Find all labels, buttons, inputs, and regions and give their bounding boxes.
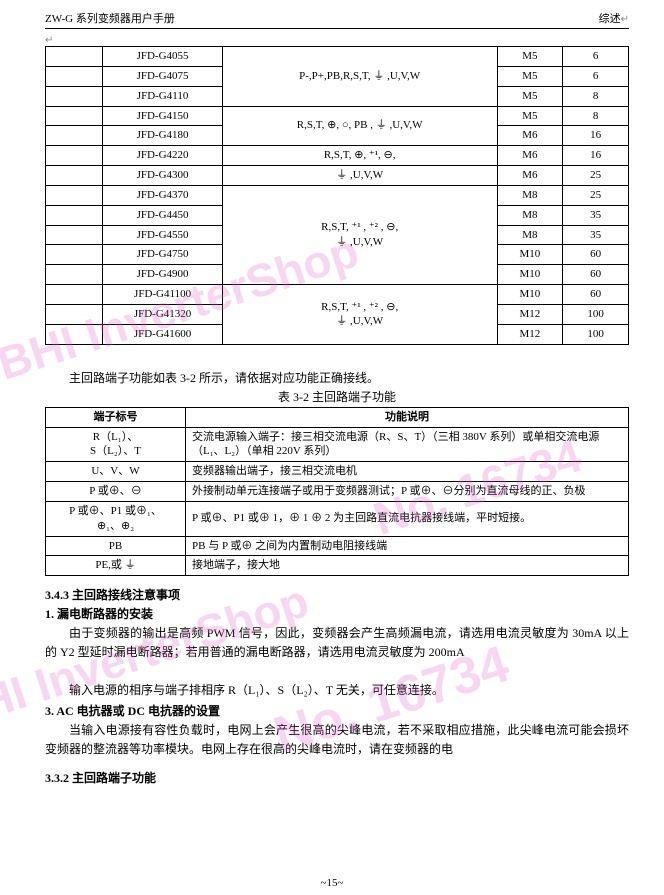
- model-cell: JFD-G4550: [103, 225, 222, 245]
- para-1: 由于变频器的输出是高频 PWM 信号，因此，变频器会产生高频漏电流，请选用电流灵…: [45, 624, 629, 662]
- header-left: ZW-G 系列变频器用户手册: [45, 10, 175, 26]
- size-cell: 25: [563, 166, 629, 186]
- blank-cell: [46, 47, 103, 67]
- blank-cell: [46, 106, 103, 126]
- model-cell: JFD-G4750: [103, 245, 222, 265]
- size-cell: 16: [563, 126, 629, 146]
- terminal-function-table: 端子标号 功能说明 R（L₁）、 S（L₂）、T交流电源输入端子：接三相交流电源…: [45, 407, 629, 577]
- model-cell: JFD-G4370: [103, 185, 222, 205]
- page-number: ~15~: [0, 877, 664, 889]
- screw-cell: M6: [497, 166, 563, 186]
- t2-label-cell: PE,或 ⏚: [46, 556, 186, 576]
- screw-cell: M10: [497, 265, 563, 285]
- model-cell: JFD-G4110: [103, 86, 222, 106]
- screw-cell: M8: [497, 205, 563, 225]
- screw-cell: M12: [497, 304, 563, 324]
- t2-label-cell: P 或⊕、P1 或⊕₁、 ⊕₁、⊕₂: [46, 501, 186, 536]
- screw-cell: M10: [497, 245, 563, 265]
- sub-3: 3. AC 电抗器或 DC 电抗器的设置: [45, 702, 629, 719]
- blank-cell: [46, 166, 103, 186]
- blank-cell: [46, 146, 103, 166]
- terminal-cell: R,S,T, ⁺¹ , ⁺² , ⊖, ⏚ ,U,V,W: [222, 185, 497, 284]
- terminal-cell: ⏚ ,U,V,W: [222, 166, 497, 186]
- model-cell: JFD-G4450: [103, 205, 222, 225]
- blank-cell: [46, 225, 103, 245]
- terminal-cell: R,S,T, ⊕, ○, PB , ⏚ ,U,V,W: [222, 106, 497, 146]
- t2-desc-cell: 交流电源输入端子：接三相交流电源（R、S、T）（三相 380V 系列）或单相交流…: [186, 427, 629, 462]
- screw-cell: M6: [497, 146, 563, 166]
- screw-cell: M5: [497, 66, 563, 86]
- blank-cell: [46, 185, 103, 205]
- para-2: 输入电源的相序与端子排相序 R（L₁）、S（L₂）、T 无关，可任意连接。: [45, 681, 629, 700]
- blank-cell: [46, 304, 103, 324]
- blank-cell: [46, 245, 103, 265]
- screw-cell: M12: [497, 324, 563, 344]
- model-cell: JFD-G41600: [103, 324, 222, 344]
- screw-cell: M8: [497, 185, 563, 205]
- t2-desc-cell: 接地端子，接大地: [186, 556, 629, 576]
- screw-cell: M5: [497, 106, 563, 126]
- blank-cell: [46, 66, 103, 86]
- paragraph-mark: ↵: [45, 35, 629, 46]
- table2-caption: 表 3-2 主回路端子功能: [45, 388, 629, 405]
- section-343: 3.4.3 主回路接线注意事项: [45, 586, 629, 603]
- size-cell: 35: [563, 205, 629, 225]
- t2-label-cell: U、V、W: [46, 462, 186, 482]
- sub-1: 1. 漏电断路器的安装: [45, 605, 629, 622]
- header-right: 综述: [599, 13, 621, 25]
- screw-cell: M5: [497, 86, 563, 106]
- blank-cell: [46, 126, 103, 146]
- size-cell: 60: [563, 285, 629, 305]
- size-cell: 100: [563, 304, 629, 324]
- size-cell: 8: [563, 86, 629, 106]
- table2-intro: 主回路端子功能如表 3-2 所示，请依据对应功能正确接线。: [45, 369, 629, 386]
- model-cell: JFD-G4300: [103, 166, 222, 186]
- size-cell: 60: [563, 245, 629, 265]
- screw-cell: M5: [497, 47, 563, 67]
- t2-label-cell: P 或⊕、⊖: [46, 482, 186, 502]
- model-cell: JFD-G4220: [103, 146, 222, 166]
- page-header: ZW-G 系列变频器用户手册 综述↵: [45, 10, 629, 29]
- t2-desc-cell: 变频器输出端子，接三相交流电机: [186, 462, 629, 482]
- para-3: 当输入电源接有容性负载时，电网上会产生很高的尖峰电流，若不采取相应措施，此尖峰电…: [45, 721, 629, 759]
- blank-cell: [46, 324, 103, 344]
- size-cell: 25: [563, 185, 629, 205]
- model-cell: JFD-G4055: [103, 47, 222, 67]
- blank-cell: [46, 265, 103, 285]
- size-cell: 16: [563, 146, 629, 166]
- t2-label-cell: R（L₁）、 S（L₂）、T: [46, 427, 186, 462]
- t2-desc-cell: PB 与 P 或⊕ 之间为内置制动电阻接线端: [186, 536, 629, 556]
- model-cell: JFD-G4150: [103, 106, 222, 126]
- t2-desc-cell: P 或⊕、P1 或⊕ 1，⊕ 1 ⊕ 2 为主回路直流电抗器接线端，平时短接。: [186, 501, 629, 536]
- size-cell: 6: [563, 66, 629, 86]
- t2-label-cell: PB: [46, 536, 186, 556]
- size-cell: 8: [563, 106, 629, 126]
- model-cell: JFD-G4075: [103, 66, 222, 86]
- blank-cell: [46, 205, 103, 225]
- model-cell: JFD-G4900: [103, 265, 222, 285]
- terminal-cell: P-,P+,PB,R,S,T, ⏚ ,U,V,W: [222, 47, 497, 107]
- section-332: 3.3.2 主回路端子功能: [45, 769, 629, 786]
- blank-cell: [46, 285, 103, 305]
- size-cell: 6: [563, 47, 629, 67]
- t2-head-desc: 功能说明: [186, 407, 629, 427]
- model-cell: JFD-G41100: [103, 285, 222, 305]
- model-cell: JFD-G4180: [103, 126, 222, 146]
- blank-cell: [46, 86, 103, 106]
- terminal-cell: R,S,T, ⊕, ⁺¹, ⊖,: [222, 146, 497, 166]
- terminal-cell: R,S,T, ⁺¹ , ⁺² , ⊖, ⏚ ,U,V,W: [222, 285, 497, 345]
- size-cell: 35: [563, 225, 629, 245]
- screw-cell: M8: [497, 225, 563, 245]
- size-cell: 60: [563, 265, 629, 285]
- terminal-spec-table: JFD-G4055P-,P+,PB,R,S,T, ⏚ ,U,V,WM56JFD-…: [45, 46, 629, 345]
- screw-cell: M10: [497, 285, 563, 305]
- t2-desc-cell: 外接制动单元连接端子或用于变频器测试；P 或⊕、⊖分别为直流母线的正、负极: [186, 482, 629, 502]
- screw-cell: M6: [497, 126, 563, 146]
- model-cell: JFD-G41320: [103, 304, 222, 324]
- size-cell: 100: [563, 324, 629, 344]
- t2-head-label: 端子标号: [46, 407, 186, 427]
